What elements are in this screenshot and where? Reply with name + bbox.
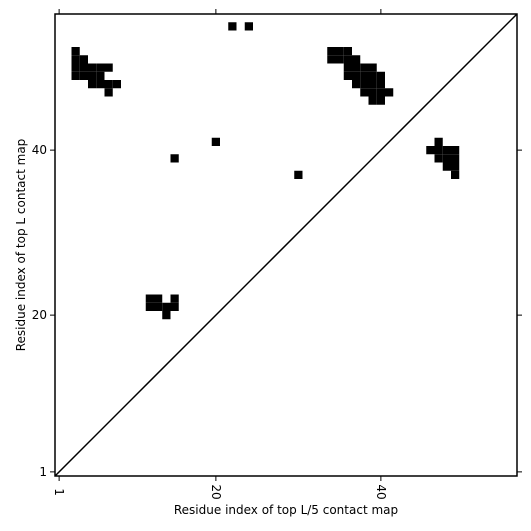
contact-cell <box>96 63 105 72</box>
contact-cell <box>376 88 385 97</box>
contact-cell <box>327 55 336 64</box>
contact-cell <box>352 55 361 64</box>
contact-cell <box>385 88 394 97</box>
contact-cell <box>360 63 369 72</box>
contact-cell <box>352 71 361 80</box>
contact-cell <box>368 88 377 97</box>
contact-cell <box>451 162 460 171</box>
contact-cell <box>79 63 88 72</box>
contact-cell <box>352 80 361 89</box>
contact-cell <box>71 47 80 56</box>
contact-cell <box>228 22 237 31</box>
plot-frame <box>54 13 518 477</box>
contact-cell <box>343 71 352 80</box>
y-tick-label: 20 <box>32 308 47 322</box>
contact-cell <box>112 80 121 89</box>
contact-cell <box>434 146 443 155</box>
contact-cell <box>211 137 220 146</box>
contact-cell <box>71 55 80 64</box>
y-tick-label: 1 <box>39 465 47 479</box>
contact-cell <box>442 162 451 171</box>
contact-cell <box>162 311 171 320</box>
contact-cell <box>88 71 97 80</box>
contact-cell <box>71 63 80 72</box>
x-tick-label: 40 <box>374 484 388 499</box>
contact-cell <box>104 88 113 97</box>
contact-cell <box>451 154 460 163</box>
y-tick-label: 40 <box>32 143 47 157</box>
contact-cell <box>343 55 352 64</box>
x-axis-label: Residue index of top L/5 contact map <box>174 503 398 517</box>
contact-cell <box>170 302 179 311</box>
contact-cell <box>162 302 171 311</box>
contact-cell <box>451 170 460 179</box>
contact-cell <box>145 294 154 303</box>
x-tick-label: 20 <box>209 484 223 499</box>
contact-cell <box>327 47 336 56</box>
contact-cell <box>88 63 97 72</box>
contact-cell <box>244 22 253 31</box>
contact-cell <box>154 302 163 311</box>
contact-cell <box>451 146 460 155</box>
contact-cell <box>434 154 443 163</box>
contact-cell <box>368 80 377 89</box>
contact-cell <box>368 63 377 72</box>
contact-cell <box>434 137 443 146</box>
contact-cell <box>335 55 344 64</box>
contact-cell <box>360 80 369 89</box>
contact-cell <box>294 170 303 179</box>
contact-cell <box>376 80 385 89</box>
contact-cell <box>88 80 97 89</box>
contact-cell <box>335 47 344 56</box>
contact-cell <box>343 47 352 56</box>
contact-cell <box>442 146 451 155</box>
contact-cell <box>343 63 352 72</box>
contact-cell <box>368 71 377 80</box>
contact-cell <box>426 146 435 155</box>
diagonal-line <box>54 13 518 477</box>
contact-cell <box>170 154 179 163</box>
contact-cell <box>71 71 80 80</box>
contact-cell <box>376 96 385 105</box>
contact-cell <box>96 80 105 89</box>
y-axis-label: Residue index of top L contact map <box>14 139 28 352</box>
contact-cell <box>79 55 88 64</box>
contact-cell <box>360 88 369 97</box>
contact-cell <box>145 302 154 311</box>
contact-cell <box>376 71 385 80</box>
contact-cell <box>360 71 369 80</box>
contact-cell <box>170 294 179 303</box>
contact-cell <box>96 71 105 80</box>
contact-cell <box>442 154 451 163</box>
contact-cell <box>104 80 113 89</box>
contact-cell <box>154 294 163 303</box>
contact-cell <box>368 96 377 105</box>
x-tick-label: 1 <box>52 488 66 496</box>
contact-cell <box>352 63 361 72</box>
contact-cell <box>104 63 113 72</box>
contact-cell <box>79 71 88 80</box>
